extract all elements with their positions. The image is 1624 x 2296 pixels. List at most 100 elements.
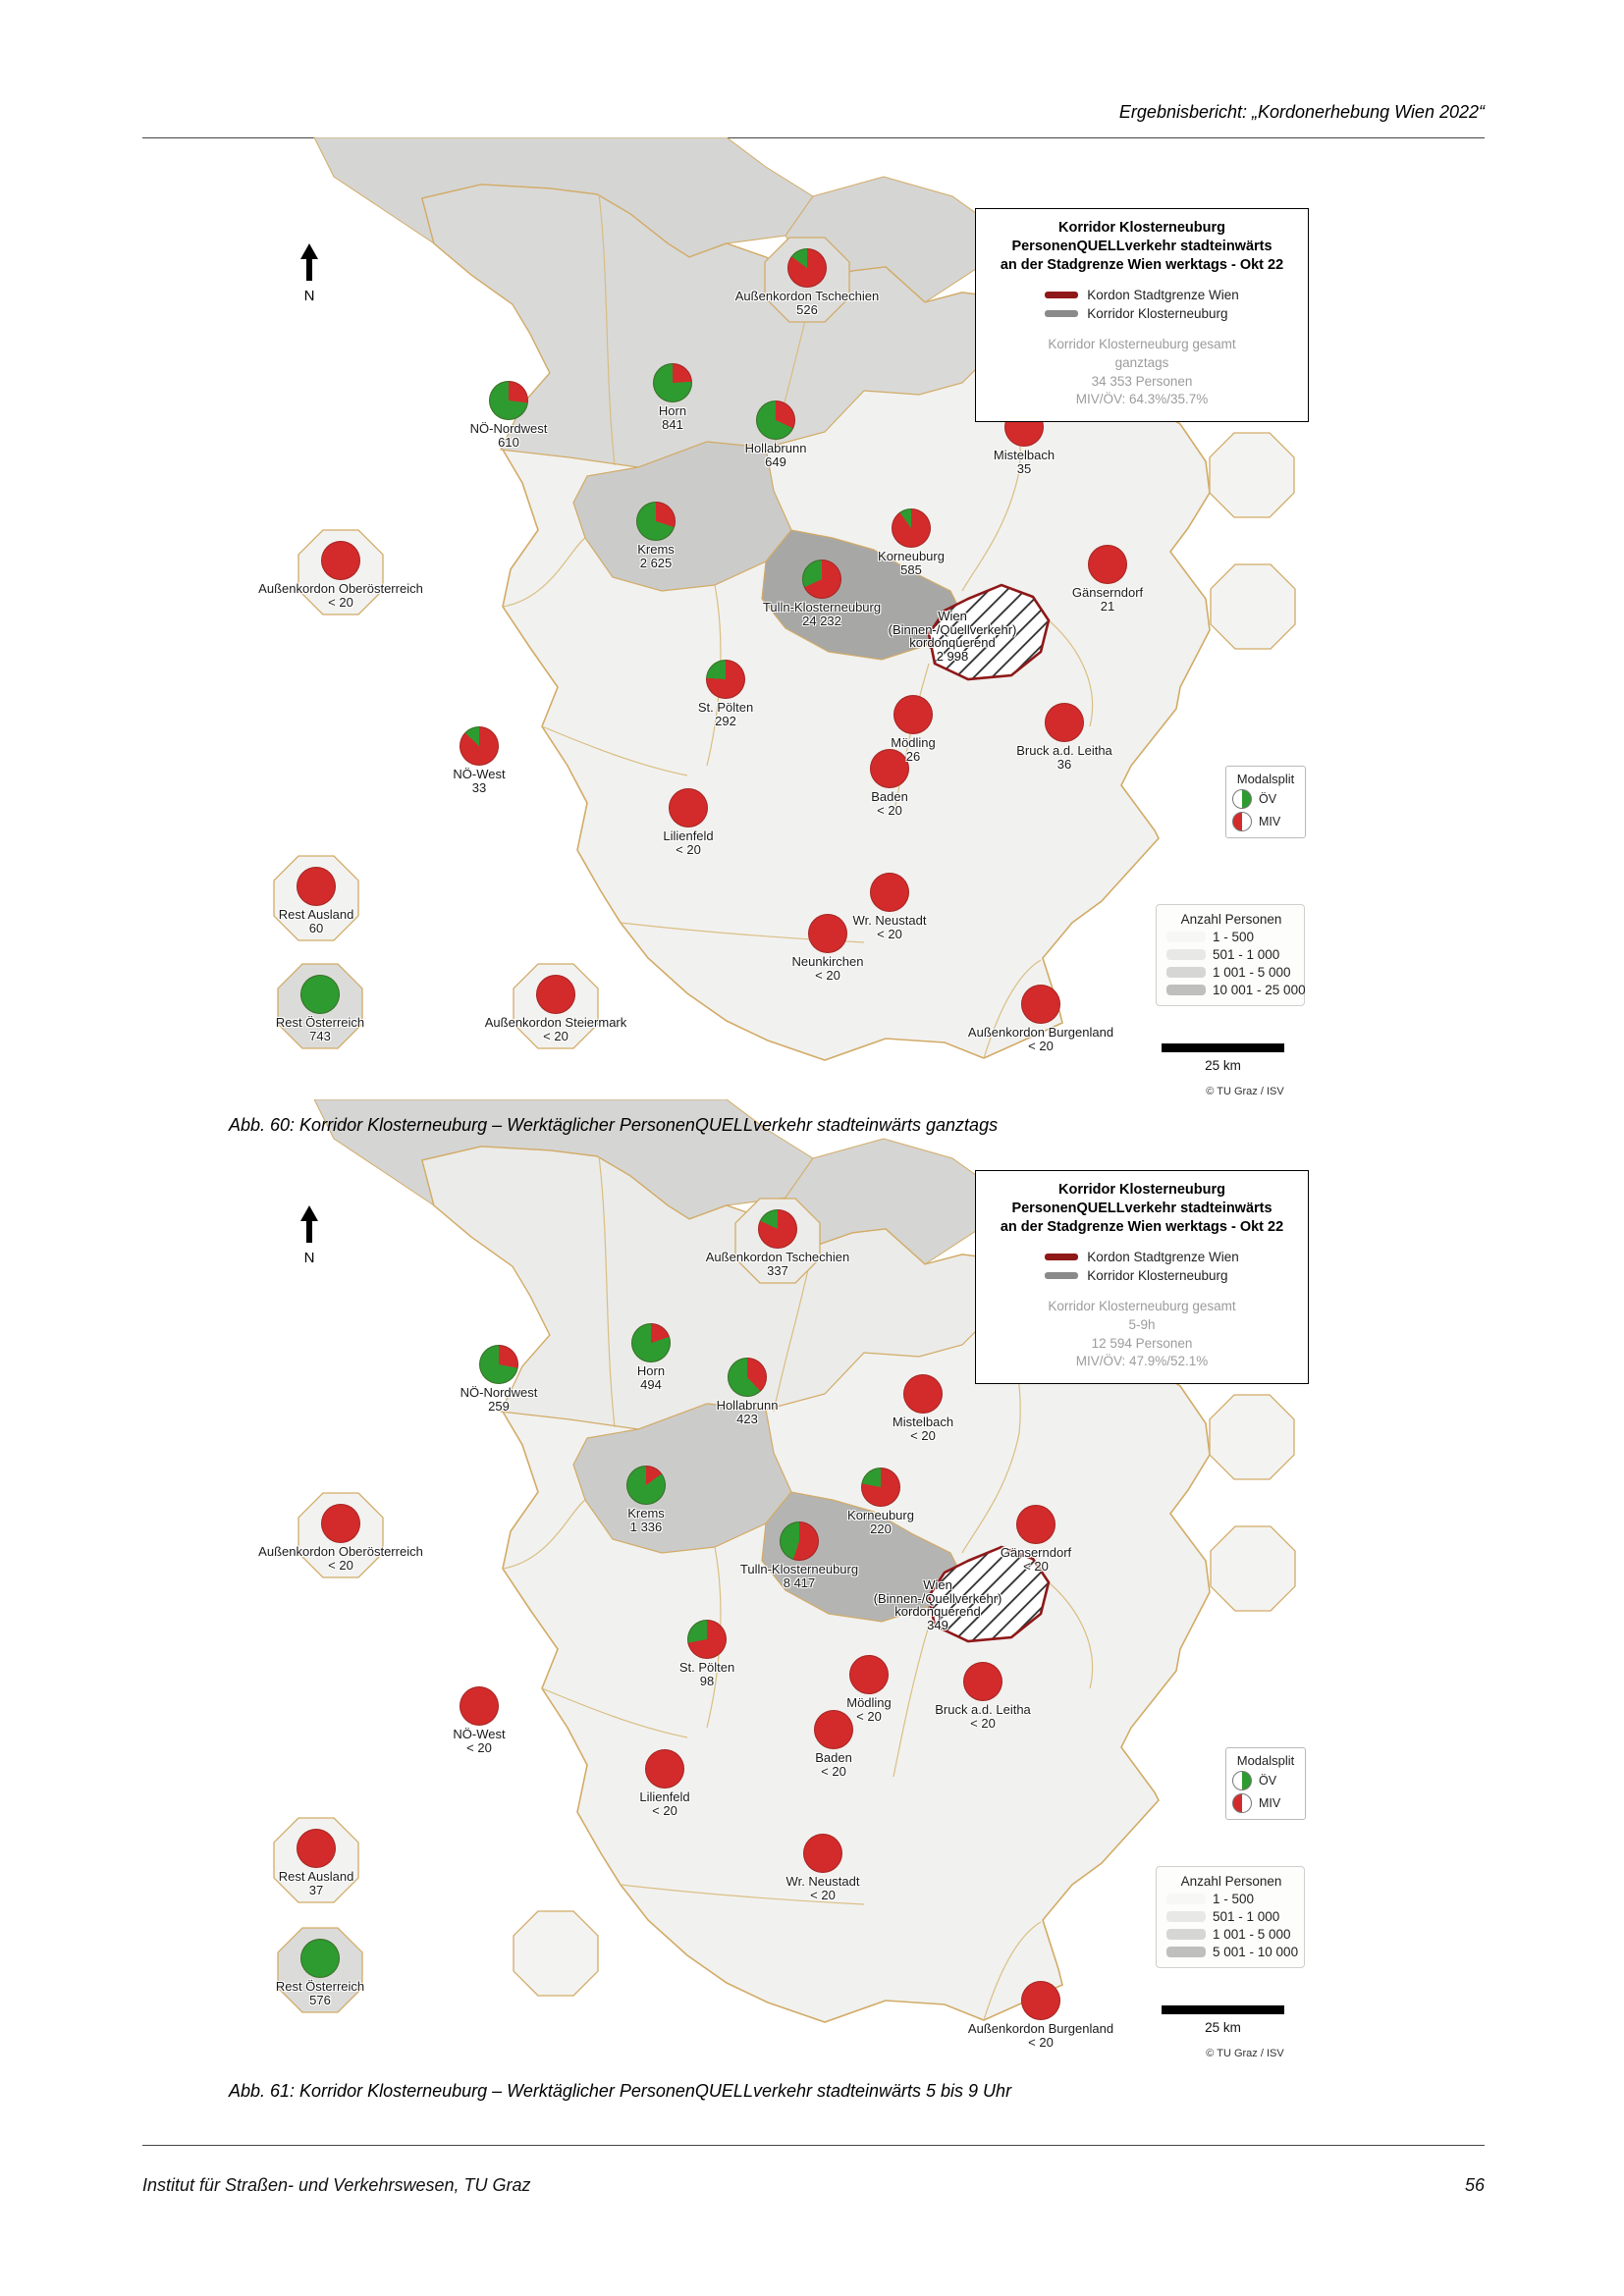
map-legend-item: Korridor Klosterneuburg — [1045, 1268, 1239, 1283]
size-class-label: 1 001 - 5 000 — [1213, 965, 1291, 980]
size-legend: Anzahl Personen 1 - 500 501 - 1 000 1 001 -… — [1156, 1866, 1305, 1968]
wien-area-label-line: kordonquerend — [909, 635, 996, 650]
station-value: < 20 — [328, 1558, 353, 1573]
station-name: NÖ-Nordwest — [460, 1385, 538, 1400]
station-name: Bruck a.d. Leitha — [935, 1702, 1031, 1717]
scale-bar — [1162, 1043, 1284, 1052]
station-name: Außenkordon Burgenland — [967, 2021, 1114, 2036]
figure-map-quellverkehr-5-9uhr: N Außenkordon Tschechien 337 NÖ-Nordwest 259… — [177, 1099, 1321, 2066]
station-name: Außenkordon Burgenland — [967, 1025, 1114, 1040]
station-name: Mistelbach — [892, 1415, 954, 1429]
size-class-label: 10 001 - 25 000 — [1213, 983, 1306, 997]
wien-area-label-line: 2 998 — [936, 648, 969, 664]
modal-split-pie — [893, 695, 933, 734]
station-name: Mistelbach — [993, 448, 1056, 462]
station-value: 526 — [796, 302, 818, 317]
wien-area-label: Wien (Binnen-/Quellverkehr) kordonquerend 3… — [874, 1578, 1002, 1631]
station-value: 292 — [715, 714, 736, 728]
figure-map-quellverkehr-ganztags: N Außenkordon Tschechien 526 NÖ-Nordwest 610… — [177, 137, 1321, 1104]
size-legend-row: 5 001 - 10 000 — [1166, 1945, 1298, 1959]
modal-split-pie — [802, 560, 841, 599]
station-name: Außenkordon Steiermark — [484, 1015, 627, 1030]
station-value: 60 — [308, 921, 324, 935]
map-legend-summary-line: 12 594 Personen — [1091, 1335, 1193, 1351]
modal-split-pie — [870, 873, 909, 912]
station-value: < 20 — [877, 803, 902, 818]
station-name: Mödling — [891, 735, 936, 750]
wien-area-label-line: kordonquerend — [894, 1604, 981, 1619]
station-value: 1 336 — [629, 1520, 663, 1534]
modal-split-pie — [460, 726, 499, 766]
station-name: Tulln-Klosterneuburg — [739, 1562, 859, 1576]
north-label: N — [303, 1250, 315, 1266]
scale-bar-label: 25 km — [1205, 1058, 1241, 1073]
station-value: 220 — [870, 1522, 892, 1536]
size-class-swatch — [1166, 1929, 1206, 1940]
ov-half-pie-icon — [1232, 789, 1252, 809]
modal-split-pie — [1045, 703, 1084, 742]
station-name: Wr. Neustadt — [852, 913, 927, 928]
station-value: 33 — [471, 780, 487, 795]
station-value: 841 — [662, 417, 683, 432]
modal-split-pie — [645, 1749, 684, 1789]
modal-split-pie — [653, 363, 692, 402]
station-name: NÖ-West — [453, 767, 506, 781]
ov-half-pie-icon — [1232, 1771, 1252, 1790]
size-legend-row: 1 - 500 — [1166, 930, 1296, 944]
map-legend-title: Korridor Klosterneuburg PersonenQUELLverk… — [980, 219, 1304, 275]
map-legend-title-line: an der Stadgrenze Wien werktags - Okt 22 — [1000, 257, 1284, 274]
modalsplit-title: Modalsplit — [1236, 772, 1295, 786]
legend-item-label: Kordon Stadtgrenze Wien — [1087, 288, 1239, 303]
station-value: < 20 — [676, 842, 701, 857]
legend-line-swatch — [1045, 1272, 1079, 1280]
size-legend-row: 501 - 1 000 — [1166, 1909, 1296, 1924]
station-value: < 20 — [877, 927, 902, 941]
station-name: Krems — [637, 542, 675, 557]
station-name: Bruck a.d. Leitha — [1016, 743, 1112, 758]
modal-split-pie — [963, 1662, 1002, 1701]
legend-line-swatch — [1045, 292, 1079, 299]
modal-split-pie — [787, 248, 827, 288]
region-wien-hatched — [927, 583, 1051, 681]
size-class-swatch — [1166, 1911, 1206, 1922]
map-legend-item: Korridor Klosterneuburg — [1045, 306, 1239, 321]
legend-line-swatch — [1045, 310, 1079, 318]
station-name: Mödling — [846, 1695, 892, 1710]
map-legend-summary-line: ganztags — [1114, 355, 1169, 370]
station-name: Außenkordon Tschechien — [705, 1250, 850, 1264]
station-name: Rest Ausland — [278, 907, 354, 922]
wien-area-label-line: (Binnen-/Quellverkehr) — [888, 621, 1017, 637]
size-legend-row: 1 001 - 5 000 — [1166, 965, 1296, 980]
station-value: < 20 — [815, 968, 840, 983]
outer-cordon-octagon — [1210, 563, 1296, 650]
modal-split-pie — [892, 508, 931, 548]
size-class-swatch — [1166, 949, 1206, 960]
map-legend-title-line: Korridor Klosterneuburg — [1058, 220, 1225, 236]
station-value: 26 — [905, 749, 921, 764]
page-header: Ergebnisbericht: „Kordonerhebung Wien 20… — [1118, 102, 1485, 122]
wien-area-label: Wien (Binnen-/Quellverkehr) kordonquerend 2… — [889, 610, 1017, 663]
size-class-swatch — [1166, 967, 1206, 978]
wien-area-label-line: Wien — [938, 609, 967, 623]
north-arrow: N — [295, 1205, 324, 1266]
station-name: Gänserndorf — [1000, 1545, 1072, 1560]
map-legend-title-line: PersonenQUELLverkehr stadteinwärts — [1011, 239, 1272, 255]
miv-half-pie-icon — [1232, 1793, 1252, 1813]
map-legend-summary-line: Korridor Klosterneuburg gesamt — [1048, 337, 1236, 352]
station-name: Tulln-Klosterneuburg — [762, 600, 882, 614]
station-name: Hollabrunn — [744, 441, 807, 455]
modal-split-pie — [728, 1358, 767, 1397]
modalsplit-item-label: ÖV — [1259, 792, 1277, 806]
station-value: 24 232 — [802, 614, 841, 628]
station-value: 494 — [640, 1377, 662, 1392]
station-name: Baden — [871, 789, 908, 804]
region-wien-hatched — [927, 1545, 1051, 1643]
modal-split-pie — [631, 1323, 671, 1362]
legend-item-label: Kordon Stadtgrenze Wien — [1087, 1250, 1239, 1265]
station-value: 610 — [498, 435, 519, 450]
outer-cordon-octagon — [1209, 1394, 1295, 1480]
size-legend-title: Anzahl Personen — [1180, 1874, 1282, 1889]
station-name: St. Pölten — [678, 1660, 735, 1675]
modal-split-pie — [758, 1209, 797, 1249]
